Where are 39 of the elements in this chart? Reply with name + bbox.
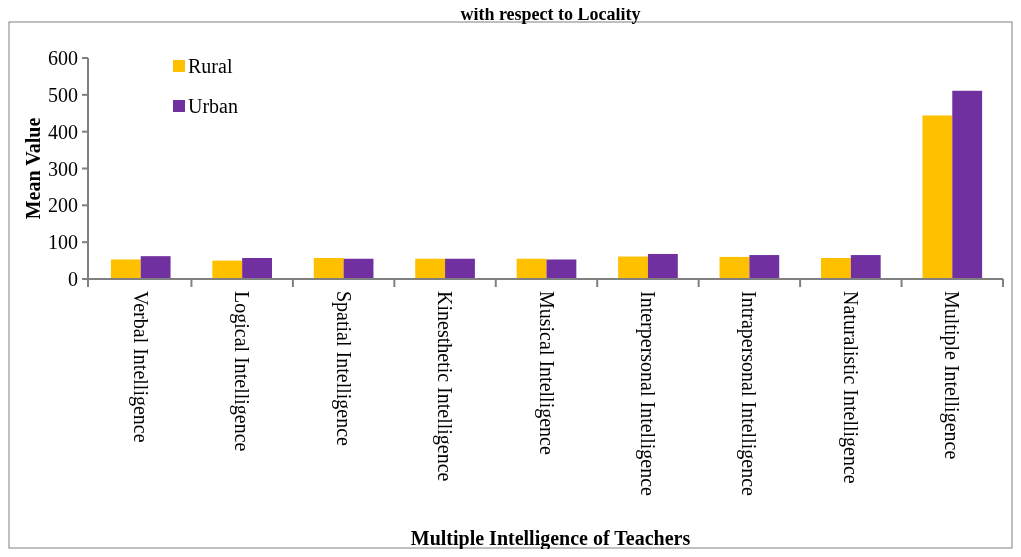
bar xyxy=(415,258,446,279)
bar xyxy=(850,255,881,279)
bar xyxy=(343,258,374,279)
y-tick-label: 200 xyxy=(48,194,78,217)
bar xyxy=(140,256,171,279)
y-axis-title: Mean Value xyxy=(22,117,44,220)
bar xyxy=(242,258,272,279)
x-tick-label: Kinesthetic Intelligence xyxy=(433,291,457,482)
bar xyxy=(313,258,344,279)
y-tick-label: 0 xyxy=(68,268,78,290)
x-tick-label: Musical Intelligence xyxy=(534,291,558,455)
bar xyxy=(647,253,678,279)
bar xyxy=(445,258,475,279)
x-tick-label: Interpersonal Intelligence xyxy=(635,291,659,497)
y-tick-label: 100 xyxy=(48,231,78,254)
x-tick-label: Logical Intelligence xyxy=(230,291,254,452)
x-tick-label: Intrapersonal Intelligence xyxy=(737,291,761,497)
x-tick-label: Multiple Intelligence xyxy=(940,291,964,460)
chart-title: with respect to Locality xyxy=(460,4,641,24)
bar xyxy=(749,255,780,279)
y-tick-label: 300 xyxy=(48,157,78,180)
y-tick-label: 400 xyxy=(48,120,78,143)
bar xyxy=(821,258,851,279)
x-tick-label: Verbal Intelligence xyxy=(128,291,152,443)
bar xyxy=(110,259,141,279)
legend-label: Urban xyxy=(188,95,238,117)
x-axis-title: Multiple Intelligence of Teachers xyxy=(410,527,691,550)
x-tick-label: Naturalistic Intelligence xyxy=(838,291,862,484)
bar xyxy=(922,115,953,279)
bar xyxy=(952,90,983,279)
bar xyxy=(516,258,547,279)
bar xyxy=(719,256,750,279)
legend-label: Rural xyxy=(188,55,233,77)
bar xyxy=(212,260,243,279)
bar xyxy=(546,259,577,279)
x-tick-label: Spatial Intelligence xyxy=(331,291,355,447)
y-tick-label: 600 xyxy=(48,47,78,69)
bar xyxy=(618,256,648,279)
y-tick-label: 500 xyxy=(48,83,78,106)
